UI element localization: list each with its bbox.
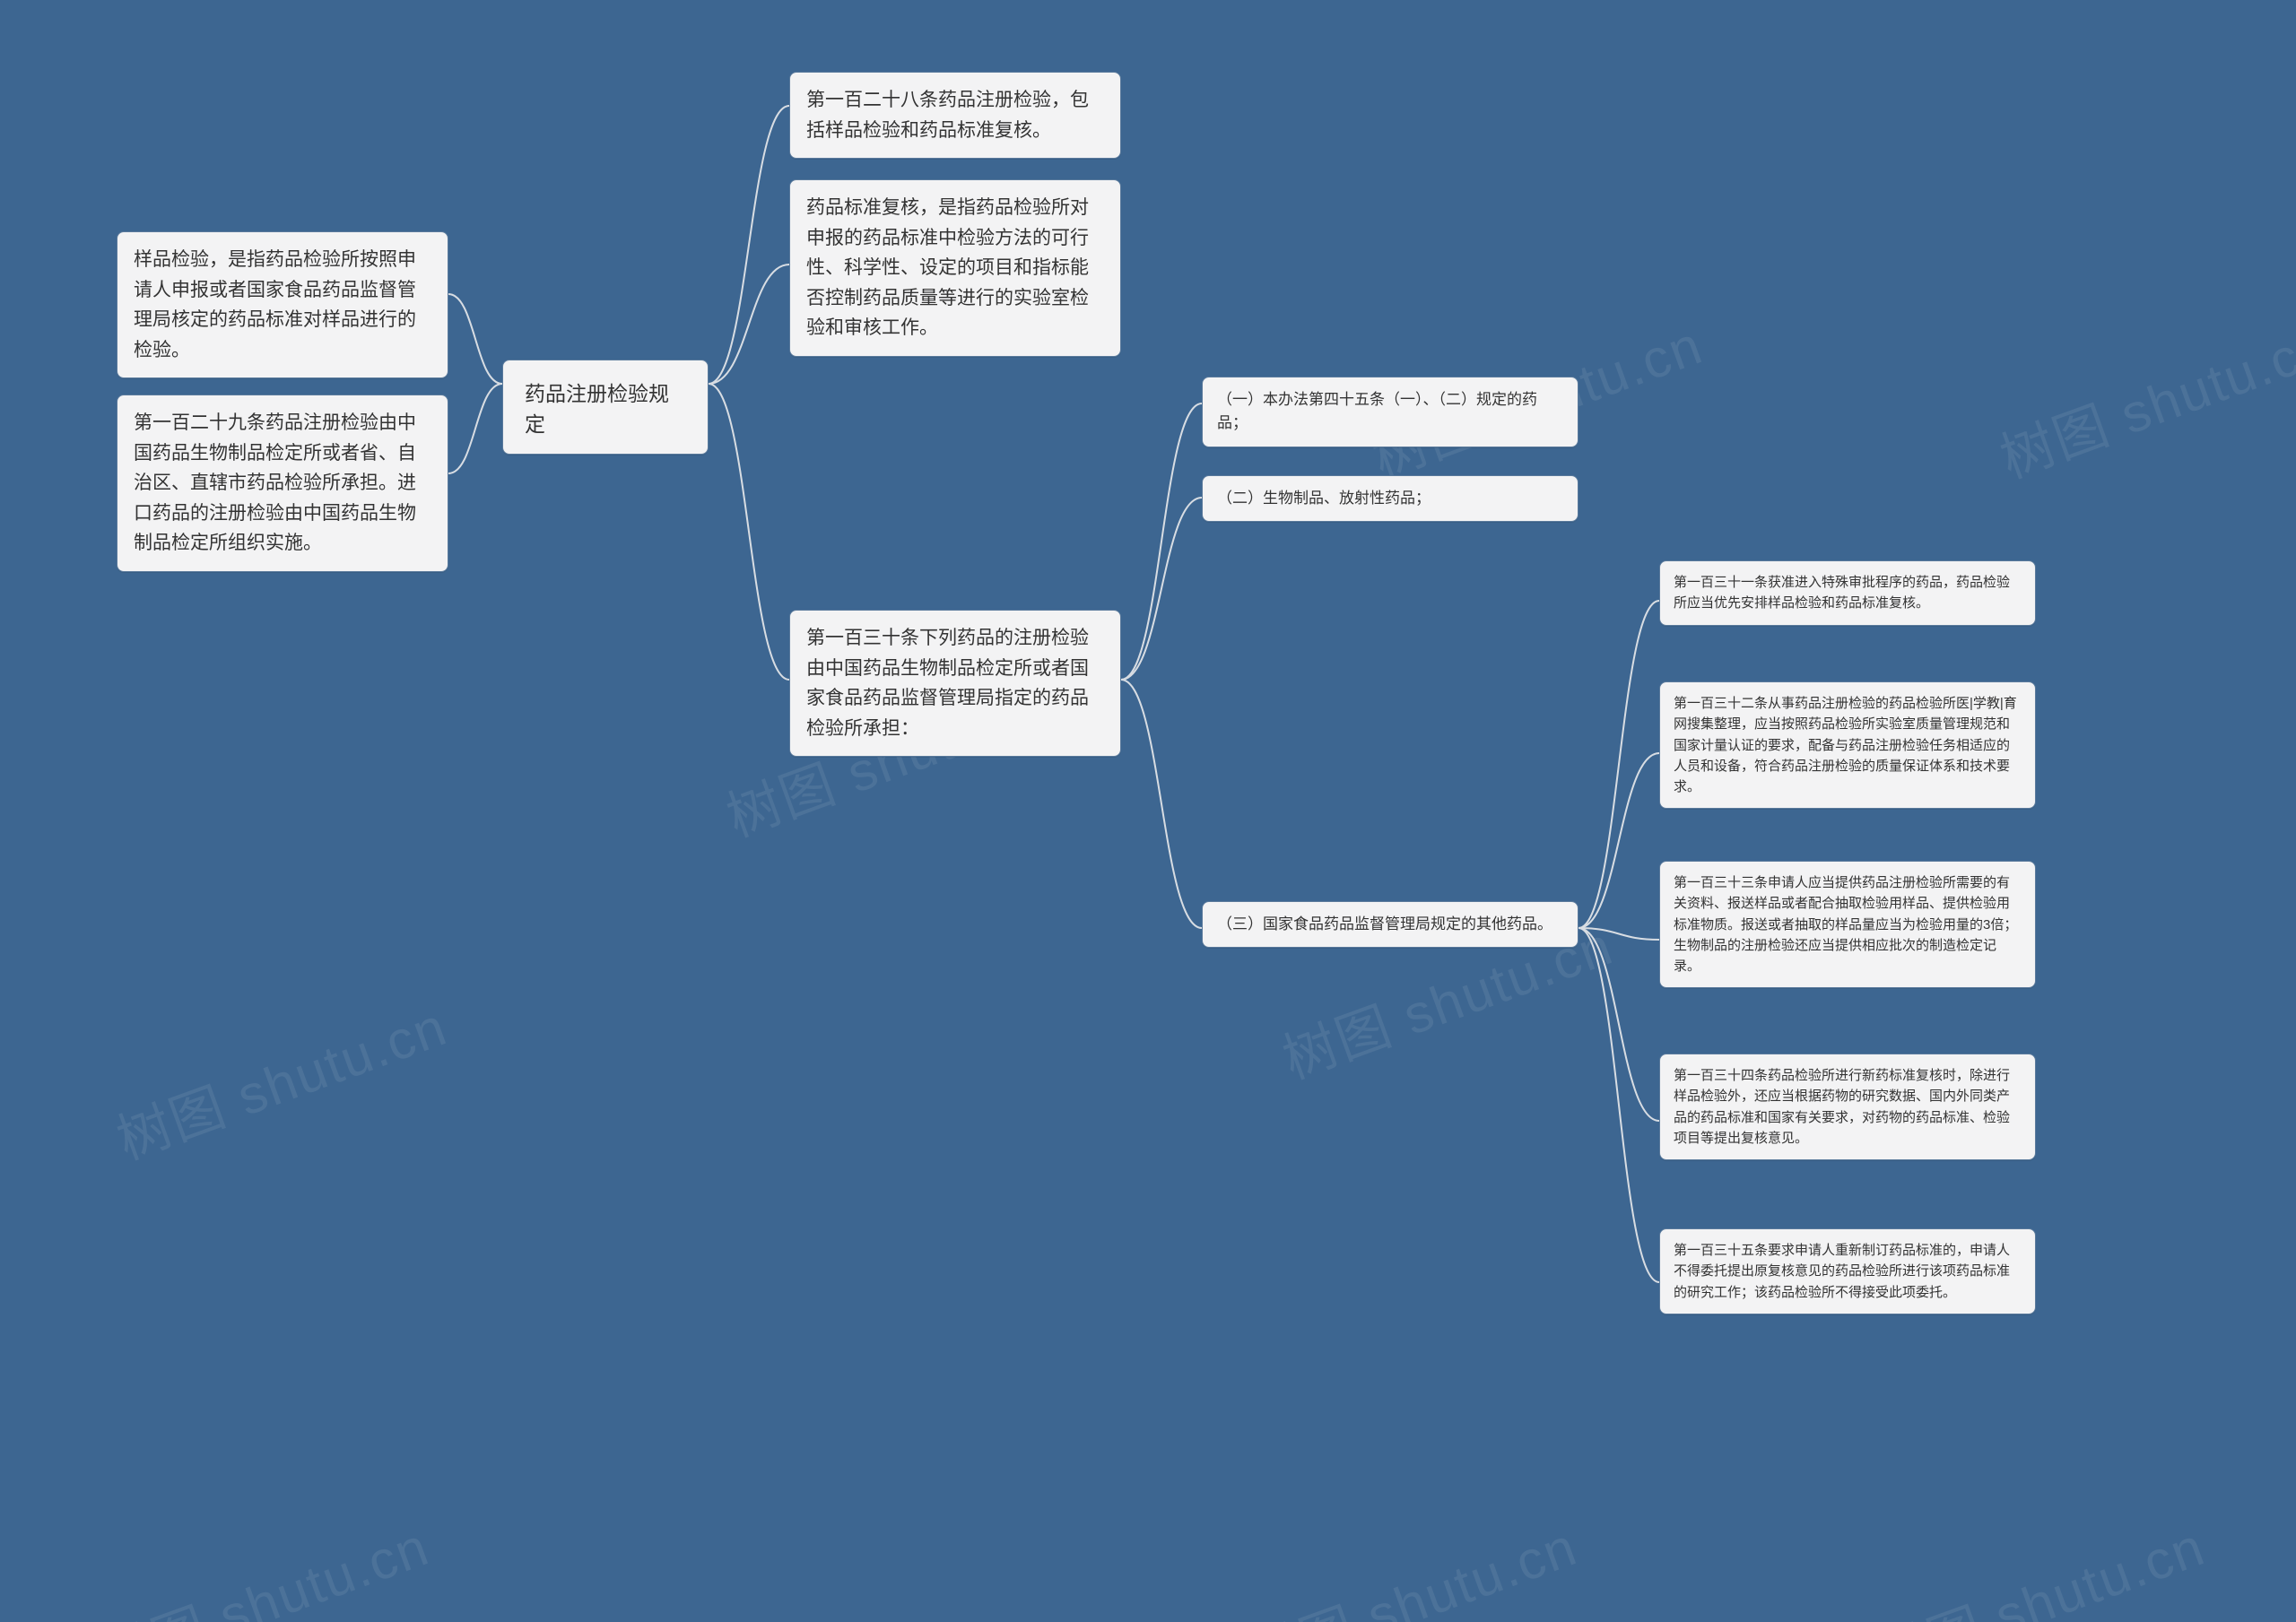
- watermark-text: 树图 shutu.cn: [1863, 1504, 2214, 1622]
- connector: [1578, 928, 1659, 940]
- mindmap-center-node: 药品注册检验规定: [502, 360, 709, 455]
- mindmap-node-t4: 第一百三十四条药品检验所进行新药标准复核时，除进行样品检验外，还应当根据药物的研…: [1659, 1054, 2036, 1160]
- connector: [709, 265, 789, 384]
- mindmap-node-t2: 第一百三十二条从事药品注册检验的药品检验所医|学教|育网搜集整理，应当按照药品检…: [1659, 681, 2036, 809]
- connector: [1578, 928, 1659, 1121]
- mindmap-node-left-2: 第一百二十九条药品注册检验由中国药品生物制品检定所或者省、自治区、直辖市药品检验…: [117, 395, 448, 572]
- mindmap-node-t1: 第一百三十一条获准进入特殊审批程序的药品，药品检验所应当优先安排样品检验和药品标…: [1659, 560, 2036, 626]
- watermark-text: 树图 shutu.cn: [105, 984, 457, 1175]
- connector: [1121, 403, 1202, 680]
- connector: [709, 106, 789, 384]
- connector: [1121, 680, 1202, 928]
- mindmap-node-left-1: 样品检验，是指药品检验所按照申请人申报或者国家食品药品监督管理局核定的药品标准对…: [117, 231, 448, 378]
- watermark-text: 树图 shutu.cn: [87, 1504, 439, 1622]
- mindmap-node-s2: （二）生物制品、放射性药品；: [1202, 475, 1578, 522]
- mindmap-node-s1: （一）本办法第四十五条（一）、（二）规定的药品；: [1202, 377, 1578, 447]
- connector: [1121, 498, 1202, 680]
- watermark-text: 树图 shutu.cn: [1235, 1504, 1587, 1622]
- mindmap-node-s3: （三）国家食品药品监督管理局规定的其他药品。: [1202, 901, 1578, 948]
- connector: [448, 384, 502, 473]
- mindmap-node-r1: 第一百二十八条药品注册检验，包括样品检验和药品标准复核。: [789, 72, 1121, 159]
- mindmap-node-r3: 第一百三十条下列药品的注册检验由中国药品生物制品检定所或者国家食品药品监督管理局…: [789, 610, 1121, 757]
- connector: [1578, 753, 1659, 928]
- connector: [1578, 928, 1659, 1282]
- connector: [1578, 601, 1659, 928]
- watermark-text: 树图 shutu.cn: [1988, 302, 2296, 494]
- connector: [709, 384, 789, 680]
- mindmap-node-t3: 第一百三十三条申请人应当提供药品注册检验所需要的有关资料、报送样品或者配合抽取检…: [1659, 861, 2036, 988]
- connector: [448, 294, 502, 384]
- mindmap-node-r2: 药品标准复核，是指药品检验所对申报的药品标准中检验方法的可行性、科学性、设定的项…: [789, 179, 1121, 357]
- mindmap-node-t5: 第一百三十五条要求申请人重新制订药品标准的，申请人不得委托提出原复核意见的药品检…: [1659, 1228, 2036, 1314]
